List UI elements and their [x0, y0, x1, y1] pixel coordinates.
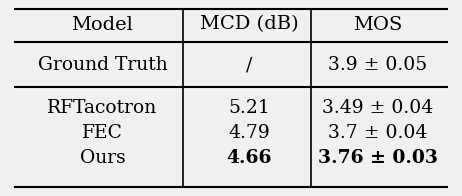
Text: Ours: Ours	[79, 149, 125, 167]
Text: 3.49 ± 0.04: 3.49 ± 0.04	[322, 99, 433, 117]
Text: RFTacotron: RFTacotron	[47, 99, 158, 117]
Text: /: /	[246, 56, 253, 74]
Text: 3.76 ± 0.03: 3.76 ± 0.03	[318, 149, 438, 167]
Text: MCD (dB): MCD (dB)	[200, 15, 298, 34]
Text: 3.9 ± 0.05: 3.9 ± 0.05	[328, 56, 427, 74]
Text: 5.21: 5.21	[229, 99, 270, 117]
Text: FEC: FEC	[82, 124, 123, 142]
Text: Model: Model	[72, 15, 134, 34]
Text: 3.7 ± 0.04: 3.7 ± 0.04	[328, 124, 428, 142]
Text: MOS: MOS	[353, 15, 402, 34]
Text: Ground Truth: Ground Truth	[37, 56, 167, 74]
Text: 4.66: 4.66	[227, 149, 272, 167]
Text: 4.79: 4.79	[229, 124, 270, 142]
